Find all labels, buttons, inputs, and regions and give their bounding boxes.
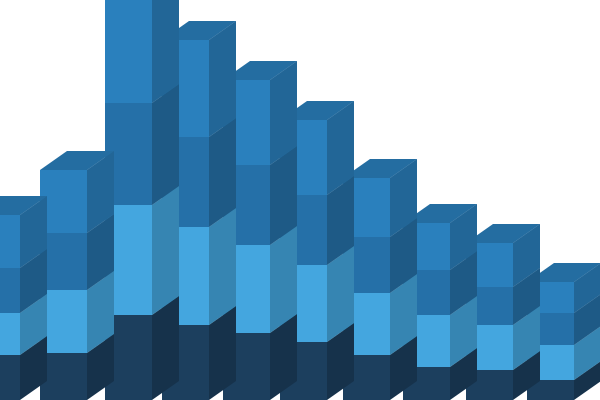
- bar-segment-side: [574, 294, 600, 345]
- bar-segment-side: [209, 208, 236, 325]
- bar-segment: [40, 290, 87, 353]
- bar-segment: [40, 170, 87, 233]
- bar-top-face: [403, 204, 477, 223]
- bar-segment-side: [513, 224, 540, 287]
- bar-segment: [0, 355, 20, 400]
- bar-segment-side: [20, 336, 47, 400]
- bar-top-face: [466, 224, 540, 243]
- bar-segment-side: [574, 326, 600, 380]
- bar-segment-side: [574, 361, 600, 400]
- bar-segment-side: [20, 196, 47, 268]
- bar-segment-side: [209, 306, 236, 400]
- bar-segment-side: [20, 294, 47, 355]
- bar-segment-side: [327, 323, 354, 400]
- bar-segment-side: [327, 101, 354, 195]
- bar-segment: [40, 233, 87, 290]
- bar-segment-side: [209, 21, 236, 137]
- bar-segment-side: [209, 118, 236, 227]
- bar-segment-side: [513, 306, 540, 370]
- bar-9: [466, 224, 540, 400]
- bar-top-face: [223, 61, 297, 80]
- bar-segment-side: [390, 218, 417, 293]
- bar-segment: [0, 268, 20, 313]
- bar-segment-side: [87, 271, 114, 353]
- bar-segment-side: [87, 214, 114, 290]
- bar-segment-side: [152, 296, 179, 400]
- bar-segment: [0, 215, 20, 268]
- bar-top-face: [162, 21, 236, 40]
- bar-segment-side: [450, 348, 477, 400]
- bar-segment: [40, 353, 87, 400]
- bar-top-face: [0, 196, 47, 215]
- bar-segment-side: [574, 263, 600, 313]
- bar-segment-side: [327, 176, 354, 265]
- bar-segment: [0, 313, 20, 355]
- bar-top-face: [40, 151, 114, 170]
- bar-segment-side: [513, 351, 540, 400]
- bar-segment: [527, 380, 574, 400]
- bar-segment-side: [450, 251, 477, 315]
- bar-top-face: [343, 159, 417, 178]
- bar-segment-side: [450, 296, 477, 367]
- bar-segment-side: [327, 246, 354, 342]
- bar-segment-side: [270, 146, 297, 245]
- bar-6: [280, 101, 354, 400]
- bar-3: [105, 0, 179, 400]
- bar-2: [40, 151, 114, 400]
- bar-segment-side: [20, 249, 47, 313]
- bar-segment-side: [152, 84, 179, 205]
- bar-segment: [105, 0, 152, 103]
- bar-segment-side: [450, 204, 477, 270]
- bar-1: [0, 196, 47, 400]
- bar-segment-side: [390, 274, 417, 355]
- bar-segment-side: [390, 336, 417, 400]
- bar-segment-side: [152, 186, 179, 315]
- bar-segment-side: [87, 334, 114, 400]
- bar-segment-side: [390, 159, 417, 237]
- bar-segment-side: [270, 226, 297, 333]
- bar-top-face: [527, 263, 600, 282]
- bar-7: [343, 159, 417, 400]
- bar-segment-side: [152, 0, 179, 103]
- bar-segment-side: [270, 61, 297, 165]
- bar-segment-side: [87, 151, 114, 233]
- bar-segment-side: [270, 314, 297, 400]
- bar-top-face: [280, 101, 354, 120]
